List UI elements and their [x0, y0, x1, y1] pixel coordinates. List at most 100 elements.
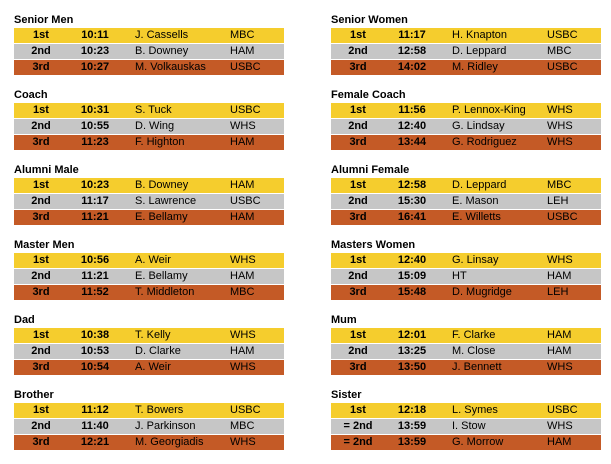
result-row: 3rd 11:52 T. Middleton MBC: [14, 285, 284, 301]
result-row: 1st 12:58 D. Leppard MBC: [331, 178, 601, 194]
competitor-name: D. Mugridge: [452, 286, 512, 298]
competitor-name: S. Tuck: [135, 104, 172, 116]
competitor-name: G. Morrow: [452, 436, 504, 448]
result-row: 3rd 11:21 E. Bellamy HAM: [14, 210, 284, 226]
place-cell: 3rd: [32, 436, 50, 448]
category-title: Master Men: [14, 239, 75, 251]
competitor-name: H. Knapton: [452, 29, 508, 41]
club-cell: USBC: [230, 104, 261, 116]
place-cell: = 2nd: [343, 436, 373, 448]
result-row: 2nd 11:17 S. Lawrence USBC: [14, 194, 284, 210]
competitor-name: J. Cassells: [135, 29, 189, 41]
place-cell: 1st: [350, 29, 366, 41]
competitor-name: D. Wing: [135, 120, 175, 132]
place-cell: 2nd: [31, 45, 51, 57]
competitor-name: M. Close: [452, 345, 496, 357]
category-title: Alumni Female: [331, 164, 410, 176]
competitor-name: M. Georgiadis: [135, 436, 204, 448]
results-table-coach: Coach 1st 10:31 S. Tuck USBC 2nd 10:55 D. Wing W…: [14, 88, 284, 151]
competitor-name: G. Rodriguez: [452, 136, 517, 148]
competitor-name: A. Weir: [135, 254, 171, 266]
place-cell: 1st: [33, 104, 49, 116]
time-cell: 16:41: [397, 211, 427, 223]
place-cell: 1st: [33, 254, 49, 266]
time-cell: 11:21: [81, 270, 109, 282]
time-cell: 11:17: [398, 29, 426, 41]
place-cell: 1st: [350, 104, 366, 116]
club-cell: WHS: [230, 436, 256, 448]
time-cell: 11:56: [398, 104, 426, 116]
time-cell: 12:21: [80, 436, 110, 448]
place-cell: 1st: [350, 179, 366, 191]
time-cell: 10:56: [80, 254, 110, 266]
competitor-name: S. Lawrence: [135, 195, 197, 207]
place-cell: 2nd: [31, 270, 51, 282]
category-title: Female Coach: [331, 89, 406, 101]
time-cell: 11:17: [81, 195, 109, 207]
competitor-name: B. Downey: [135, 179, 189, 191]
time-cell: 15:09: [397, 270, 427, 282]
result-row: 3rd 10:27 M. Volkauskas USBC: [14, 60, 284, 76]
club-cell: HAM: [547, 270, 572, 282]
result-row: 2nd 12:58 D. Leppard MBC: [331, 44, 601, 60]
club-cell: WHS: [230, 120, 256, 132]
category-title: Senior Women: [331, 14, 408, 26]
category-title: Sister: [331, 389, 362, 401]
category-title: Mum: [331, 314, 357, 326]
time-cell: 13:44: [397, 136, 427, 148]
place-cell: 3rd: [349, 361, 367, 373]
club-cell: USBC: [547, 211, 578, 223]
place-cell: 1st: [33, 404, 49, 416]
time-cell: 11:21: [81, 211, 109, 223]
results-table-alumni-male: Alumni Male 1st 10:23 B. Downey HAM 2nd 11:17 S…: [14, 163, 284, 226]
competitor-name: G. Linsay: [452, 254, 499, 266]
category-title: Coach: [14, 89, 48, 101]
result-row: 3rd 15:48 D. Mugridge LEH: [331, 285, 601, 301]
time-cell: 10:31: [80, 104, 110, 116]
place-cell: 2nd: [31, 120, 51, 132]
competitor-name: HT: [452, 270, 467, 282]
time-cell: 12:18: [397, 404, 427, 416]
place-cell: 2nd: [31, 345, 51, 357]
club-cell: HAM: [230, 136, 255, 148]
competitor-name: I. Stow: [452, 420, 486, 432]
competitor-name: B. Downey: [135, 45, 189, 57]
result-row: 3rd 13:44 G. Rodriguez WHS: [331, 135, 601, 151]
club-cell: HAM: [230, 179, 255, 191]
competitor-name: L. Symes: [452, 404, 498, 416]
result-row: 1st 12:01 F. Clarke HAM: [331, 328, 601, 344]
results-table-alumni-female: Alumni Female 1st 12:58 D. Leppard MBC 2nd 15:…: [331, 163, 601, 226]
result-row: 2nd 11:40 J. Parkinson MBC: [14, 419, 284, 435]
club-cell: WHS: [230, 329, 256, 341]
competitor-name: P. Lennox-King: [452, 104, 526, 116]
place-cell: 3rd: [349, 61, 367, 73]
result-row: 1st 12:18 L. Symes USBC: [331, 403, 601, 419]
result-row: 1st 10:56 A. Weir WHS: [14, 253, 284, 269]
time-cell: 13:50: [397, 361, 427, 373]
club-cell: USBC: [230, 61, 261, 73]
category-title: Brother: [14, 389, 54, 401]
club-cell: MBC: [230, 420, 255, 432]
club-cell: USBC: [547, 61, 578, 73]
place-cell: = 2nd: [343, 420, 373, 432]
time-cell: 13:59: [397, 420, 427, 432]
result-row: 3rd 10:54 A. Weir WHS: [14, 360, 284, 376]
club-cell: LEH: [547, 286, 569, 298]
competitor-name: D. Leppard: [452, 45, 507, 57]
result-row: 2nd 10:53 D. Clarke HAM: [14, 344, 284, 360]
time-cell: 10:55: [80, 120, 110, 132]
time-cell: 10:23: [80, 45, 110, 57]
club-cell: HAM: [230, 345, 255, 357]
club-cell: HAM: [230, 270, 255, 282]
place-cell: 1st: [350, 254, 366, 266]
result-row: 1st 10:23 B. Downey HAM: [14, 178, 284, 194]
result-row: 3rd 12:21 M. Georgiadis WHS: [14, 435, 284, 451]
result-row: 3rd 16:41 E. Willetts USBC: [331, 210, 601, 226]
result-row: 1st 10:11 J. Cassells MBC: [14, 28, 284, 44]
result-row: 1st 11:12 T. Bowers USBC: [14, 403, 284, 419]
result-row: 2nd 15:09 HT HAM: [331, 269, 601, 285]
result-row: 2nd 10:23 B. Downey HAM: [14, 44, 284, 60]
competitor-name: M. Ridley: [452, 61, 498, 73]
time-cell: 11:23: [81, 136, 109, 148]
time-cell: 10:38: [80, 329, 110, 341]
